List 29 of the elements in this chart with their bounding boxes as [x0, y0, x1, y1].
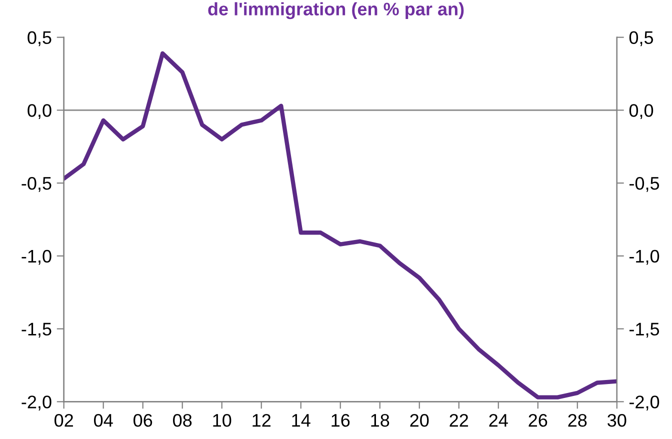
x-tick-label: 06	[134, 414, 152, 427]
y2-tick-label: 0,5	[629, 31, 654, 46]
x-tick-label: 26	[528, 414, 548, 427]
x-tick-label: 14	[292, 414, 310, 427]
x-tick-label: 18	[371, 414, 390, 427]
x-tick-label: 24	[489, 414, 508, 427]
x-tick-label: 22	[450, 414, 468, 427]
x-tick-label: 16	[332, 414, 350, 427]
y-tick-label: -1,5	[22, 322, 52, 338]
y-tick-label: 0,0	[28, 104, 52, 120]
x-tick-label: 12	[252, 414, 270, 427]
line-series	[64, 51, 617, 400]
chart-title: de l'immigration (en % par an)	[208, 2, 464, 20]
x-tick-label: 20	[410, 414, 429, 427]
x-tick-label: 08	[173, 414, 192, 427]
y2-tick-label: -2,0	[630, 396, 660, 411]
x-tick-label: 10	[213, 414, 232, 427]
y-tick-label: -1,0	[22, 250, 52, 265]
x-tick-label: 02	[54, 414, 73, 427]
y2-tick-label: -1,0	[630, 250, 660, 265]
x-tick-label: 28	[568, 414, 587, 427]
y2-tick-label: -1,5	[630, 322, 660, 338]
x-tick-label: 30	[608, 414, 626, 427]
y-tick-label: -0,5	[22, 176, 52, 192]
y2-tick-label: -0,5	[630, 176, 660, 192]
y2-tick-label: 0,0	[629, 104, 654, 120]
y-tick-label: -2,0	[22, 396, 52, 411]
y-tick-label: 0,5	[28, 31, 52, 46]
x-tick-label: 04	[94, 414, 113, 427]
